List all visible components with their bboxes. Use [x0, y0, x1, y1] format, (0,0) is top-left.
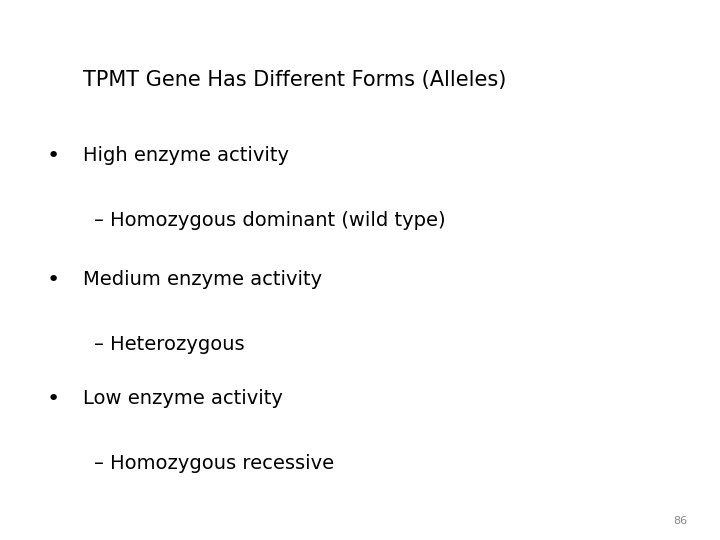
Text: •: • [47, 146, 60, 166]
Text: •: • [47, 270, 60, 290]
Text: TPMT Gene Has Different Forms (Alleles): TPMT Gene Has Different Forms (Alleles) [83, 70, 506, 90]
Text: Medium enzyme activity: Medium enzyme activity [83, 270, 322, 289]
Text: High enzyme activity: High enzyme activity [83, 146, 289, 165]
Text: – Homozygous recessive: – Homozygous recessive [94, 454, 334, 472]
Text: Low enzyme activity: Low enzyme activity [83, 389, 283, 408]
Text: 86: 86 [673, 516, 688, 526]
Text: – Homozygous dominant (wild type): – Homozygous dominant (wild type) [94, 211, 445, 229]
Text: •: • [47, 389, 60, 409]
Text: – Heterozygous: – Heterozygous [94, 335, 244, 354]
